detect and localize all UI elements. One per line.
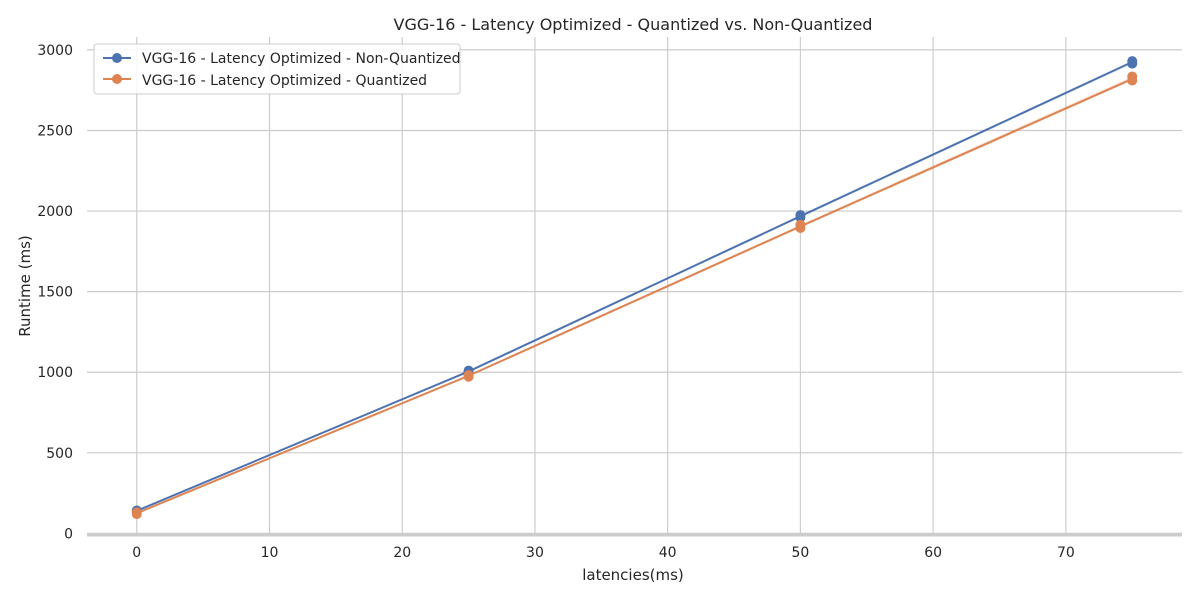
y-tick-label: 1000 xyxy=(37,365,73,381)
series-band xyxy=(136,61,1133,512)
series-line xyxy=(136,77,1133,515)
y-tick-label: 500 xyxy=(46,446,73,462)
data-point xyxy=(795,219,806,230)
data-point xyxy=(463,370,474,381)
x-tick-label: 30 xyxy=(526,545,544,561)
x-tick-label: 40 xyxy=(659,545,677,561)
series-1 xyxy=(131,71,1138,520)
y-tick-label: 3000 xyxy=(37,43,73,59)
x-tick-label: 10 xyxy=(261,545,279,561)
y-tick-label: 2000 xyxy=(37,204,73,220)
legend-label-quantized: VGG-16 - Latency Optimized - Quantized xyxy=(142,73,427,89)
x-tick-label: 60 xyxy=(924,545,942,561)
y-axis-label: Runtime (ms) xyxy=(16,235,34,337)
series-line xyxy=(136,61,1133,512)
x-tick-labels: 0 10 20 30 40 50 60 70 xyxy=(132,545,1074,561)
x-tick-label: 0 xyxy=(132,545,141,561)
y-tick-labels: 0 500 1000 1500 2000 2500 3000 xyxy=(37,43,73,542)
legend-frame xyxy=(93,43,461,95)
y-tick-label: 0 xyxy=(64,526,73,542)
legend-marker-quantized xyxy=(112,74,122,84)
legend-marker-non-quantized xyxy=(112,53,122,63)
legend-label-non-quantized: VGG-16 - Latency Optimized - Non-Quantiz… xyxy=(142,51,461,67)
x-axis-label: latencies(ms) xyxy=(582,566,684,584)
data-point xyxy=(795,210,806,221)
y-tick-label: 1500 xyxy=(37,285,73,301)
x-tick-label: 20 xyxy=(393,545,411,561)
chart-title: VGG-16 - Latency Optimized - Quantized v… xyxy=(394,15,873,34)
x-tick-label: 50 xyxy=(791,545,809,561)
data-point xyxy=(1127,56,1138,67)
series-0 xyxy=(131,56,1138,517)
legend: VGG-16 - Latency Optimized - Non-Quantiz… xyxy=(93,43,461,95)
series-layer xyxy=(131,56,1138,520)
data-point xyxy=(131,507,142,518)
x-tick-label: 70 xyxy=(1057,545,1075,561)
grid xyxy=(87,37,1182,535)
data-point xyxy=(1127,71,1138,82)
y-tick-label: 2500 xyxy=(37,123,73,139)
